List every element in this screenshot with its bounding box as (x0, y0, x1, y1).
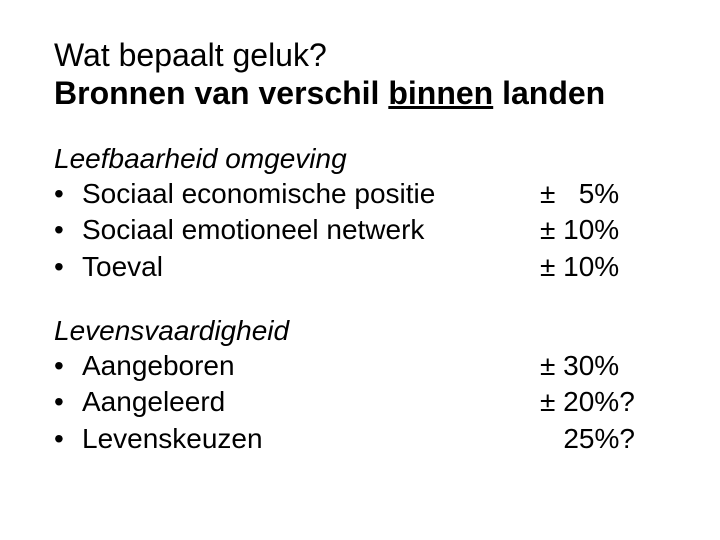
section-0-heading: Leefbaarheid omgeving (54, 141, 670, 176)
bullet-icon: • (54, 421, 82, 457)
list-item: • Aangeleerd ± 20%? (54, 384, 670, 420)
bullet-icon: • (54, 212, 82, 248)
item-value: ± 10% (540, 249, 670, 285)
title-line-2: Bronnen van verschil binnen landen (54, 74, 670, 112)
item-value: 25%? (540, 421, 670, 457)
list-item: • Toeval ± 10% (54, 249, 670, 285)
slide: Wat bepaalt geluk? Bronnen van verschil … (0, 0, 720, 540)
list-item: • Aangeboren ± 30% (54, 348, 670, 384)
item-label: Aangeboren (82, 348, 540, 384)
bullet-icon: • (54, 176, 82, 212)
item-value: ± 30% (540, 348, 670, 384)
item-value: ± 5% (540, 176, 670, 212)
item-label: Sociaal economische positie (82, 176, 540, 212)
bullet-icon: • (54, 249, 82, 285)
list-item: • Levenskeuzen 25%? (54, 421, 670, 457)
section-1: Levensvaardigheid • Aangeboren ± 30% • A… (54, 313, 670, 457)
item-label: Toeval (82, 249, 540, 285)
slide-title: Wat bepaalt geluk? Bronnen van verschil … (54, 36, 670, 113)
list-item: • Sociaal economische positie ± 5% (54, 176, 670, 212)
list-item: • Sociaal emotioneel netwerk ± 10% (54, 212, 670, 248)
item-label: Aangeleerd (82, 384, 540, 420)
item-value: ± 20%? (540, 384, 670, 420)
bullet-icon: • (54, 348, 82, 384)
title-line-2-underlined: binnen (388, 75, 493, 111)
title-line-1: Wat bepaalt geluk? (54, 36, 670, 74)
title-line-2-pre: Bronnen van verschil (54, 75, 388, 111)
item-label: Levenskeuzen (82, 421, 540, 457)
item-value: ± 10% (540, 212, 670, 248)
title-line-2-post: landen (493, 75, 605, 111)
bullet-icon: • (54, 384, 82, 420)
item-label: Sociaal emotioneel netwerk (82, 212, 540, 248)
section-1-heading: Levensvaardigheid (54, 313, 670, 348)
section-0: Leefbaarheid omgeving • Sociaal economis… (54, 141, 670, 285)
